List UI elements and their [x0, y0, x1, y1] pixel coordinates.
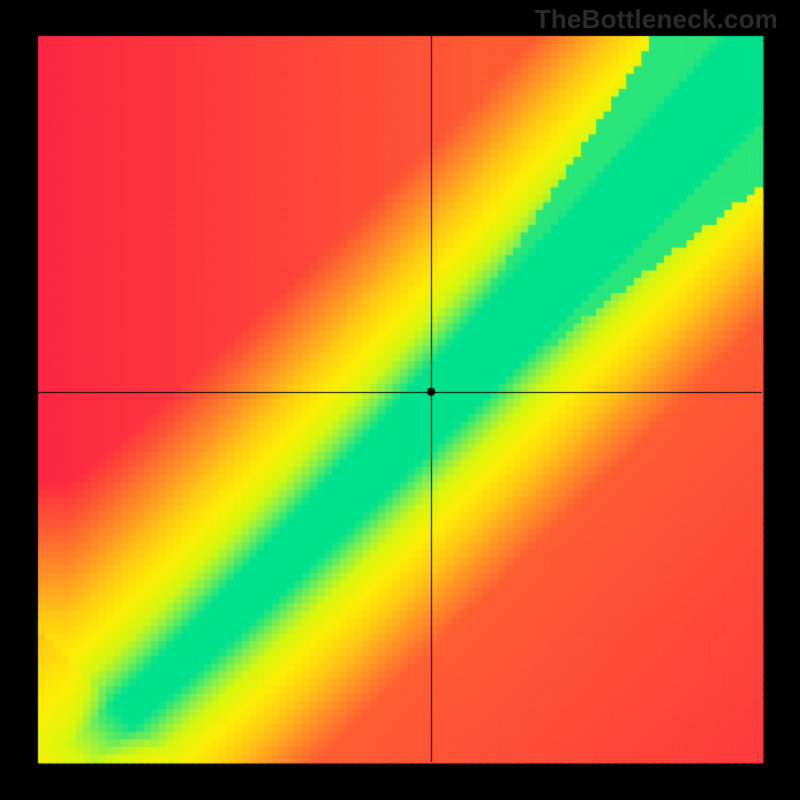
bottleneck-heatmap [0, 0, 800, 800]
watermark-text: TheBottleneck.com [535, 4, 778, 35]
heatmap-container: TheBottleneck.com [0, 0, 800, 800]
